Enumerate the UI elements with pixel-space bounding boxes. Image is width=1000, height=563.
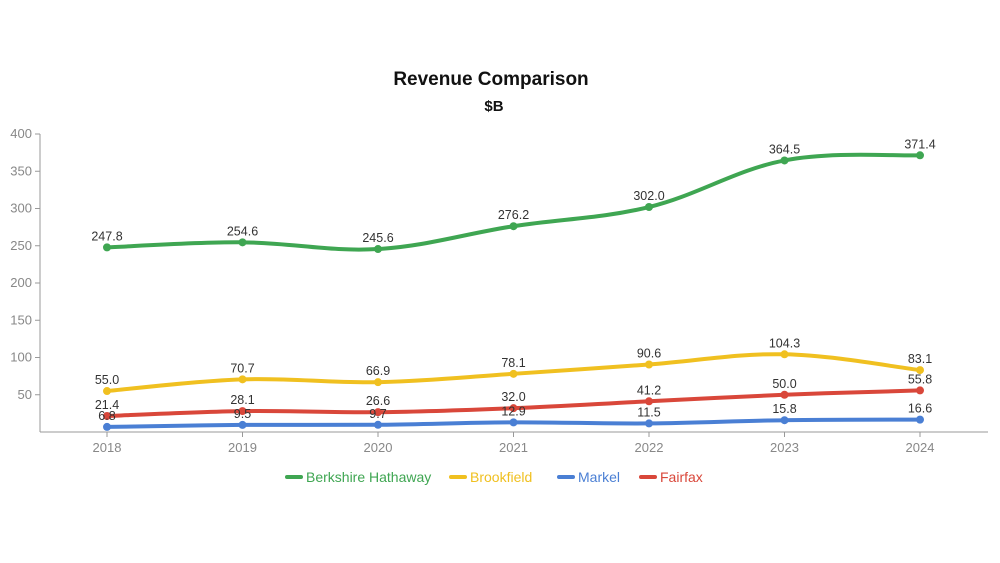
legend-item-fairfax[interactable]: Fairfax — [639, 469, 703, 485]
chart-subtitle: $B — [484, 98, 503, 115]
legend-item-berkshire-hathaway[interactable]: Berkshire Hathaway — [285, 469, 431, 485]
data-point-berkshire-hathaway[interactable] — [374, 245, 382, 254]
data-point-brookfield[interactable] — [916, 366, 924, 375]
data-point-fairfax[interactable] — [509, 404, 518, 413]
data-label-berkshire-hathaway: 276.2 — [498, 208, 529, 222]
data-point-brookfield[interactable] — [509, 369, 518, 378]
data-point-markel[interactable] — [780, 416, 789, 425]
data-label-fairfax: 26.6 — [366, 394, 390, 408]
data-point-brookfield[interactable] — [374, 378, 382, 387]
data-point-fairfax[interactable] — [780, 390, 789, 399]
axes: 50 100 150 200 250 300 350 400 2018 2019 2020 2021 2… — [10, 126, 988, 455]
data-label-berkshire-hathaway: 371.4 — [904, 137, 935, 151]
legend: Berkshire Hathaway Brookfield Markel Fairfa… — [285, 469, 703, 485]
series-group — [103, 151, 924, 431]
data-label-fairfax: 41.2 — [637, 383, 661, 397]
data-point-brookfield[interactable] — [645, 360, 653, 369]
y-tick-label: 250 — [10, 238, 32, 253]
y-tick-label: 300 — [10, 201, 32, 216]
data-point-markel[interactable] — [238, 420, 247, 429]
data-label-brookfield: 66.9 — [366, 364, 390, 378]
data-label-markel: 16.6 — [908, 402, 932, 416]
data-point-brookfield[interactable] — [238, 375, 247, 384]
data-point-fairfax[interactable] — [103, 412, 111, 421]
data-point-fairfax[interactable] — [645, 397, 653, 406]
x-tick-label: 2019 — [228, 440, 257, 455]
data-label-fairfax: 32.0 — [501, 390, 525, 404]
data-label-fairfax: 55.8 — [908, 372, 932, 386]
data-point-markel[interactable] — [645, 419, 653, 428]
data-point-berkshire-hathaway[interactable] — [780, 156, 789, 165]
y-tick-label: 350 — [10, 163, 32, 178]
data-label-brookfield: 90.6 — [637, 347, 661, 361]
legend-label: Fairfax — [660, 469, 703, 485]
data-point-fairfax[interactable] — [916, 386, 924, 395]
y-tick-label: 100 — [10, 350, 32, 365]
x-tick-label: 2021 — [499, 440, 528, 455]
data-point-fairfax[interactable] — [238, 407, 247, 416]
data-point-markel[interactable] — [509, 418, 518, 427]
data-point-berkshire-hathaway[interactable] — [509, 222, 518, 231]
legend-label: Berkshire Hathaway — [306, 469, 431, 485]
data-point-berkshire-hathaway[interactable] — [645, 203, 653, 212]
data-label-markel: 6.8 — [98, 409, 115, 423]
y-tick-label: 150 — [10, 312, 32, 327]
data-label-brookfield: 83.1 — [908, 352, 932, 366]
data-label-berkshire-hathaway: 245.6 — [362, 231, 393, 245]
data-label-markel: 9.5 — [234, 407, 251, 421]
x-tick-label: 2020 — [364, 440, 393, 455]
x-tick-label: 2024 — [906, 440, 935, 455]
data-point-berkshire-hathaway[interactable] — [103, 243, 111, 252]
data-label-berkshire-hathaway: 364.5 — [769, 142, 800, 156]
data-point-markel[interactable] — [916, 415, 924, 424]
data-label-fairfax: 50.0 — [772, 377, 796, 391]
x-tick-label: 2022 — [635, 440, 664, 455]
legend-item-brookfield[interactable]: Brookfield — [449, 469, 532, 485]
y-tick-label: 50 — [18, 387, 32, 402]
data-point-fairfax[interactable] — [374, 408, 382, 417]
data-label-berkshire-hathaway: 302.0 — [633, 189, 664, 203]
data-label-berkshire-hathaway: 247.8 — [91, 229, 122, 243]
legend-item-markel[interactable]: Markel — [557, 469, 620, 485]
data-label-markel: 9.7 — [369, 407, 386, 421]
data-label-fairfax: 21.4 — [95, 398, 119, 412]
x-tick-label: 2023 — [770, 440, 799, 455]
data-label-berkshire-hathaway: 254.6 — [227, 224, 258, 238]
x-tick-label: 2018 — [93, 440, 122, 455]
y-tick-label: 400 — [10, 126, 32, 141]
y-tick-label: 200 — [10, 275, 32, 290]
data-label-markel: 15.8 — [772, 402, 796, 416]
data-point-markel[interactable] — [374, 420, 382, 429]
data-label-markel: 12.9 — [501, 404, 525, 418]
data-label-markel: 11.5 — [637, 405, 660, 419]
data-label-brookfield: 70.7 — [230, 361, 254, 375]
data-labels: 247.8 254.6 245.6 276.2 302.0 364.5 371.4 55.0 7… — [91, 137, 935, 423]
data-point-markel[interactable] — [103, 422, 111, 431]
legend-label: Brookfield — [470, 469, 532, 485]
data-point-berkshire-hathaway[interactable] — [238, 238, 247, 247]
chart-title: Revenue Comparison — [393, 69, 588, 90]
data-point-brookfield[interactable] — [103, 387, 111, 396]
data-point-berkshire-hathaway[interactable] — [916, 151, 924, 160]
data-label-brookfield: 55.0 — [95, 373, 119, 387]
data-label-fairfax: 28.1 — [230, 393, 254, 407]
data-point-brookfield[interactable] — [780, 350, 789, 359]
data-label-brookfield: 104.3 — [769, 336, 800, 350]
legend-label: Markel — [578, 469, 620, 485]
data-label-brookfield: 78.1 — [501, 356, 525, 370]
